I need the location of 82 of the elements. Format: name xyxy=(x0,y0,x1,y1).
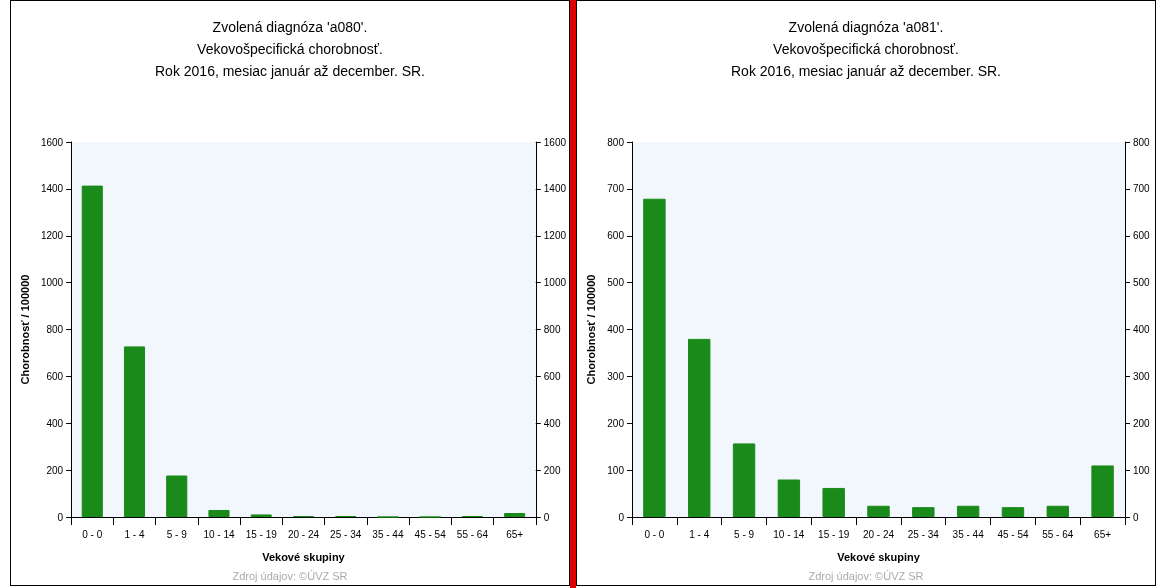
y-tick-label: 800 xyxy=(607,136,625,148)
y2-tick-label: 1000 xyxy=(543,277,567,289)
chart-title: Zvolená diagnóza 'a080'. Vekovošpecifická chorobnosť. Rok 2016, mesiac január až december. SR. xyxy=(154,19,426,79)
y-axis-title: Chorobnosť / 100000 xyxy=(584,274,597,385)
x-tick-label: 15 - 19 xyxy=(818,528,850,540)
y-tick-label: 0 xyxy=(57,511,64,523)
y-tick-label: 600 xyxy=(607,230,625,242)
x-tick-label: 55 - 64 xyxy=(456,528,489,540)
bar xyxy=(1091,465,1114,517)
y2-tick-label: 200 xyxy=(1133,417,1151,429)
x-tick-label: 20 - 24 xyxy=(862,528,895,540)
y-tick-label: 1200 xyxy=(40,230,64,242)
y-tick-label: 300 xyxy=(607,370,625,382)
y-tick-label: 1000 xyxy=(40,277,64,289)
y2-tick-label: 400 xyxy=(543,417,561,429)
x-tick-label: 1 - 4 xyxy=(124,528,145,540)
y-tick-label: 700 xyxy=(607,183,625,195)
y2-tick-label: 1200 xyxy=(543,230,567,242)
bar xyxy=(81,185,103,517)
y-axis-title: Chorobnosť / 100000 xyxy=(18,274,31,385)
y-tick-label: 600 xyxy=(46,370,64,382)
y-tick-label: 1600 xyxy=(40,136,64,148)
y2-tick-label: 300 xyxy=(1133,370,1151,382)
y2-tick-label: 400 xyxy=(1133,324,1151,335)
x-tick-label: 55 - 64 xyxy=(1042,528,1074,540)
bar xyxy=(208,509,230,517)
y-tick-label: 400 xyxy=(607,324,625,335)
x-tick-label: 25 - 34 xyxy=(330,528,362,540)
x-tick-label: 1 - 4 xyxy=(689,528,710,540)
y2-tick-label: 1600 xyxy=(543,136,567,148)
y2-tick-label: 100 xyxy=(1133,464,1151,476)
y-tick-label: 100 xyxy=(607,464,625,476)
y2-tick-label: 0 xyxy=(1133,511,1139,523)
y2-tick-label: 1400 xyxy=(543,183,567,195)
x-axis-title: Vekové skupiny xyxy=(837,550,921,563)
y2-tick-label: 600 xyxy=(1133,230,1151,242)
x-tick-label: 20 - 24 xyxy=(287,528,320,540)
y2-tick-label: 800 xyxy=(1133,136,1151,148)
x-tick-label: 45 - 54 xyxy=(414,528,447,540)
y2-tick-label: 700 xyxy=(1133,183,1151,195)
text: Zdroj údajov: ©ÚVZ SR xyxy=(232,569,348,582)
x-tick-label: 65+ xyxy=(1094,528,1112,540)
bar xyxy=(123,346,146,517)
x-tick-label: 5 - 9 xyxy=(734,528,755,540)
chart-title: Zvolená diagnóza 'a081'. Vekovošpecifická chorobnosť. Rok 2016, mesiac január až december. SR. xyxy=(730,19,1002,79)
bar xyxy=(166,475,188,517)
text: Zdroj údajov: ©ÚVZ SR xyxy=(808,569,924,582)
y-tick-label: 500 xyxy=(607,277,625,289)
x-tick-label: 35 - 44 xyxy=(372,528,404,540)
bar xyxy=(1046,505,1069,517)
y-tick-label: 800 xyxy=(46,324,64,335)
x-tick-label: 35 - 44 xyxy=(952,528,985,540)
y2-tick-label: 0 xyxy=(543,511,550,523)
x-tick-label: 65+ xyxy=(506,528,524,540)
bar xyxy=(956,505,980,517)
y2-tick-label: 600 xyxy=(543,370,561,382)
x-tick-label: 0 - 0 xyxy=(644,528,665,540)
bar xyxy=(1001,507,1025,517)
y-tick-label: 400 xyxy=(46,417,64,429)
bar xyxy=(777,479,801,517)
y-tick-label: 200 xyxy=(607,417,625,429)
y2-tick-label: 800 xyxy=(543,324,561,335)
y-tick-label: 0 xyxy=(618,511,625,523)
y2-tick-label: 500 xyxy=(1133,277,1151,289)
bar xyxy=(504,513,526,517)
x-tick-label: 10 - 14 xyxy=(773,528,805,540)
x-axis-title: Vekové skupiny xyxy=(262,550,346,563)
bar xyxy=(643,198,666,517)
y-tick-label: 200 xyxy=(46,464,64,476)
bar xyxy=(912,507,935,517)
bar xyxy=(732,443,756,517)
x-tick-label: 25 - 34 xyxy=(907,528,940,540)
y2-tick-label: 200 xyxy=(543,464,561,476)
x-tick-label: 0 - 0 xyxy=(82,528,103,540)
bar xyxy=(867,505,890,517)
x-tick-label: 45 - 54 xyxy=(997,528,1029,540)
bar xyxy=(688,338,711,517)
x-tick-label: 15 - 19 xyxy=(245,528,278,540)
bar xyxy=(822,487,845,517)
x-tick-label: 10 - 14 xyxy=(203,528,235,540)
x-tick-label: 5 - 9 xyxy=(166,528,188,540)
y-tick-label: 1400 xyxy=(40,183,64,195)
